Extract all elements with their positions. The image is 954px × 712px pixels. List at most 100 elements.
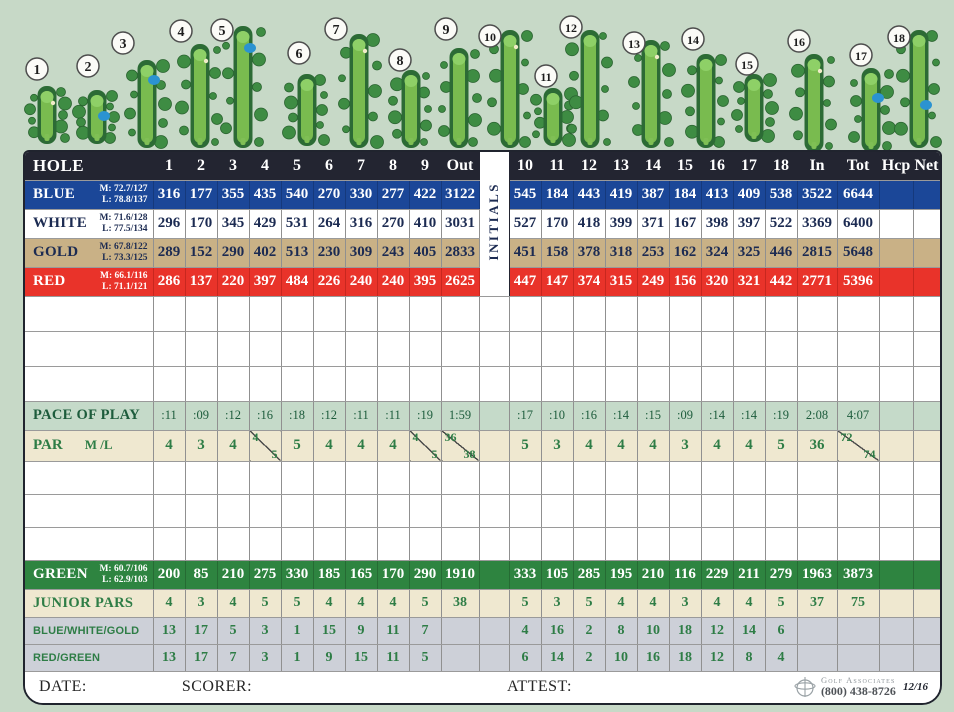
cell: [409, 461, 442, 495]
score-row-blank[interactable]: [25, 494, 940, 528]
cell: 18: [669, 644, 702, 672]
tree-icon: [534, 107, 542, 116]
cell: 36: [797, 430, 838, 462]
score-row-blank[interactable]: [25, 461, 940, 495]
player-name-cell[interactable]: [25, 366, 154, 402]
cell: [913, 366, 940, 402]
hole-number-badge: [111, 31, 135, 55]
hole-number-badge: [169, 19, 193, 43]
cell: [879, 644, 914, 672]
cell: 240: [377, 267, 410, 297]
cell: 2: [573, 617, 606, 645]
cell: [345, 494, 378, 528]
cell: [185, 366, 218, 402]
row-tee-blue: BLUE M: 72.7/127 L: 78.8/137 316 177 355 435…: [25, 180, 940, 210]
cell: 14: [637, 152, 670, 181]
player-name-cell[interactable]: [25, 461, 154, 495]
cell: 18: [669, 617, 702, 645]
tree-icon: [628, 76, 640, 88]
cell: [479, 430, 510, 462]
cell: [281, 296, 314, 332]
cell: 264: [313, 209, 346, 239]
tree-icon: [634, 54, 642, 62]
tree-icon: [894, 121, 908, 136]
cell: [541, 494, 574, 528]
cell: [701, 494, 734, 528]
player-name-cell[interactable]: [25, 527, 154, 561]
cell: 4: [345, 589, 378, 618]
fairway: [405, 75, 417, 143]
hole-number: 5: [219, 24, 226, 39]
cell: [879, 560, 914, 590]
hole-number: 15: [741, 58, 753, 72]
tree-icon: [252, 82, 262, 92]
cell: 3873: [837, 560, 880, 590]
tree-icon: [56, 87, 66, 97]
tree-icon: [158, 97, 172, 111]
score-row-blank[interactable]: [25, 527, 940, 561]
cell: 72 74: [837, 430, 880, 462]
cell: 442: [765, 267, 798, 297]
cell: 405: [409, 238, 442, 268]
cell: [913, 560, 940, 590]
fairway: [645, 45, 657, 143]
tree-icon: [316, 121, 324, 129]
cell: [879, 296, 914, 332]
tree-icon: [603, 138, 611, 146]
hole-number-badge: [210, 18, 234, 42]
tree-icon: [372, 60, 382, 71]
cell: 12: [573, 152, 606, 181]
row-handicap-blue-white-gold: BLUE/WHITE/GOLD 13 17 5 3 1 15 9 11 7 4 16 2 8 10 18 12…: [25, 617, 940, 645]
cell: 270: [377, 209, 410, 239]
cell: [765, 366, 798, 402]
tree-icon: [211, 113, 223, 125]
cell: [281, 527, 314, 561]
rating-men: M: 67.8/122: [99, 241, 148, 252]
cell: 158: [541, 238, 574, 268]
tree-icon: [763, 73, 777, 87]
cell: 162: [669, 238, 702, 268]
tree-icon: [388, 95, 398, 106]
fairway: [808, 59, 820, 147]
cell: 531: [281, 209, 314, 239]
hole-illustration-5: 5: [210, 18, 268, 148]
fairway: [141, 65, 153, 143]
cell: 443: [573, 180, 606, 210]
tee-box: [356, 138, 362, 145]
cell: [249, 461, 282, 495]
cell: 105: [541, 560, 574, 590]
score-row-blank[interactable]: [25, 366, 940, 402]
cell: [837, 461, 880, 495]
hole-illustration-3: 3: [111, 31, 172, 149]
cell: [637, 494, 670, 528]
cell: [249, 494, 282, 528]
cell: 210: [637, 560, 670, 590]
cell: 211: [733, 560, 766, 590]
cell: 16: [701, 152, 734, 181]
cell: In: [797, 152, 838, 181]
cell: :11: [345, 401, 378, 431]
tree-icon: [664, 137, 674, 147]
cell: [441, 494, 480, 528]
cell: [409, 494, 442, 528]
cell: [879, 366, 914, 402]
score-row-blank[interactable]: [25, 296, 940, 332]
player-name-cell[interactable]: [25, 331, 154, 367]
cell: :09: [669, 401, 702, 431]
cell: [249, 527, 282, 561]
cell: [913, 430, 940, 462]
player-name-cell[interactable]: [25, 296, 154, 332]
tree-icon: [211, 138, 219, 146]
score-row-blank[interactable]: [25, 331, 940, 367]
hole-illustration-1: 1: [24, 57, 72, 144]
cell: 17: [733, 152, 766, 181]
tree-icon: [823, 99, 831, 107]
tree-icon: [717, 95, 729, 107]
tree-icon: [765, 117, 775, 127]
hole-number: 10: [484, 30, 496, 44]
tee-rating-blue: M: 72.7/127 L: 78.8/137: [91, 180, 154, 210]
cell: [185, 461, 218, 495]
hole-number-badge: [388, 48, 412, 72]
player-name-cell[interactable]: [25, 494, 154, 528]
cell: 15: [345, 644, 378, 672]
